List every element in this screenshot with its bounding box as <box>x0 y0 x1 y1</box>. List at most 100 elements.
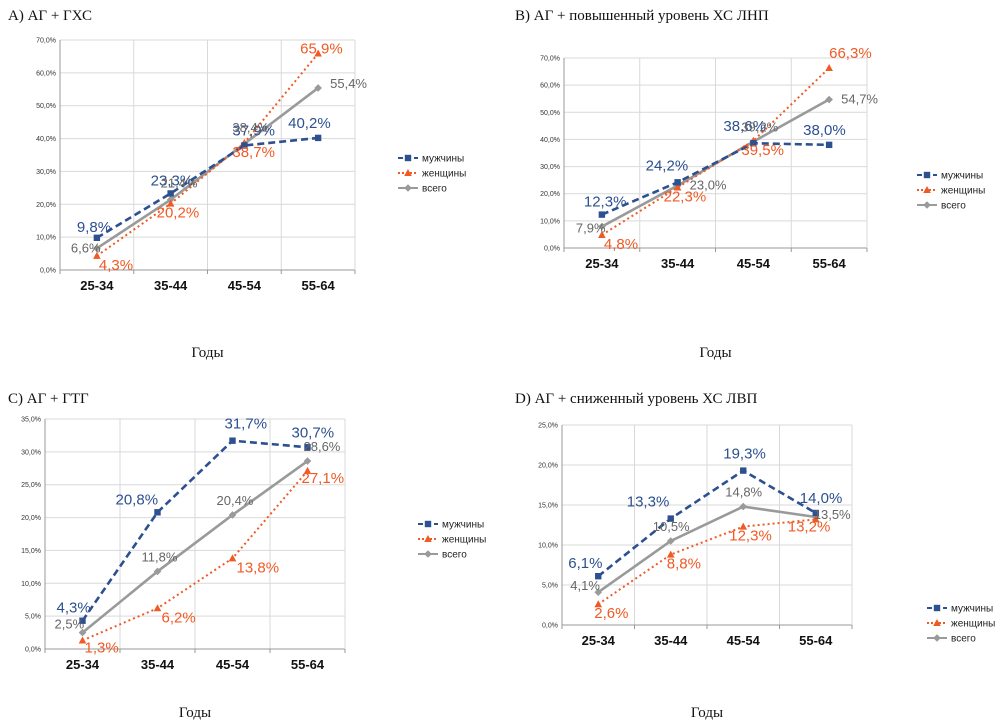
triangle-marker <box>923 186 931 193</box>
series-total-line <box>597 505 816 594</box>
square-marker <box>825 141 833 149</box>
x-tick-label: 35-44 <box>141 657 175 672</box>
y-tick-label: 50,0% <box>36 103 56 110</box>
square-marker <box>667 515 674 522</box>
data-label: 23,0% <box>690 178 727 193</box>
diamond-marker <box>404 184 412 192</box>
chart-panel-b: B) АГ + повышенный уровень ХС ЛНП 0,0% 10… <box>507 0 1007 362</box>
y-tick-label: 30,0% <box>540 164 560 171</box>
diamond-marker <box>933 634 941 642</box>
data-label: 40,2% <box>288 115 331 132</box>
data-label: 30,7% <box>292 424 335 441</box>
square-marker <box>812 509 819 517</box>
chart-title: D) АГ + сниженный уровень ХС ЛВП <box>515 391 758 407</box>
y-tick-label: 20,0% <box>21 515 41 522</box>
data-label: 31,7% <box>225 416 268 433</box>
y-tick-label: 25,0% <box>538 423 558 430</box>
y-tick-label: 50,0% <box>540 110 560 117</box>
data-label: 38,4% <box>232 120 269 135</box>
data-label: 24,2% <box>646 157 689 174</box>
square-marker <box>424 520 432 528</box>
chart-title: B) АГ + повышенный уровень ХС ЛНП <box>515 8 769 24</box>
data-label: 23,3% <box>151 172 194 189</box>
diamond-marker <box>78 628 87 637</box>
x-axis-label: Годы <box>699 345 731 361</box>
y-tick-label: 70,0% <box>540 56 560 63</box>
x-tick-label: 25-34 <box>66 657 100 672</box>
triangle-marker <box>598 230 606 238</box>
y-tick-label: 20,0% <box>540 191 560 198</box>
x-tick-label: 35-44 <box>154 278 188 293</box>
diamond-marker <box>594 588 603 596</box>
chart-a-svg: 0,0% 10,0% 20,0% 30,0% 40,0% 50,0% 60,0% 70,0% 2… <box>36 38 466 362</box>
square-marker <box>229 437 236 444</box>
legend-label: мужчины <box>422 154 464 165</box>
data-label: 20,8% <box>116 491 159 508</box>
square-marker <box>154 509 161 516</box>
data-label: 14,8% <box>725 485 762 500</box>
data-label: 39,5% <box>741 142 784 159</box>
data-label: 13,5% <box>814 507 851 522</box>
y-tick-label: 60,0% <box>36 70 56 77</box>
chart-panel-c: C) АГ + ГТГ 0,0% 5,0% 10,0% 15,0% 20,0% 25,0%… <box>0 385 500 722</box>
y-tick-label: 60,0% <box>540 83 560 90</box>
data-label: 14,0% <box>800 490 843 507</box>
x-tick-label: 25-34 <box>582 633 616 648</box>
diamond-marker <box>314 84 322 92</box>
triangle-marker <box>739 522 748 530</box>
y-tick-label: 25,0% <box>21 482 41 489</box>
triangle-marker <box>594 600 603 608</box>
y-tick-label: 0,0% <box>40 268 56 275</box>
series-women-line <box>601 67 830 236</box>
legend-label: всего <box>941 201 966 212</box>
legend: мужчины женщины всего <box>927 604 995 645</box>
x-tick-label: 35-44 <box>661 256 695 271</box>
square-marker <box>167 190 174 197</box>
legend: мужчины женщины всего <box>917 171 985 212</box>
x-tick-label: 25-34 <box>80 278 114 293</box>
data-label: 39,2% <box>741 120 778 135</box>
legend-label: всего <box>422 184 447 195</box>
data-label: 13,2% <box>788 518 831 535</box>
y-tick-label: 5,0% <box>25 614 41 621</box>
data-label: 9,8% <box>77 219 111 236</box>
y-tick-label: 15,0% <box>21 548 41 555</box>
y-tick-label: 20,0% <box>538 463 558 470</box>
square-marker <box>933 604 941 612</box>
data-label: 6,1% <box>568 555 602 572</box>
gridlines <box>564 57 867 249</box>
data-label: 19,3% <box>723 446 766 463</box>
triangle-marker <box>153 604 162 612</box>
square-marker <box>598 211 606 218</box>
legend-label: всего <box>442 550 467 561</box>
legend-label: всего <box>951 634 976 645</box>
data-label: 38,7% <box>232 144 275 161</box>
data-label: 4,3% <box>57 600 91 617</box>
data-label: 28,6% <box>304 439 341 454</box>
x-axis-label: Годы <box>191 345 223 361</box>
data-label: 2,6% <box>594 605 628 622</box>
x-tick-label: 45-54 <box>727 633 761 648</box>
data-label: 4,8% <box>604 236 638 253</box>
y-tick-label: 40,0% <box>36 136 56 143</box>
triangle-marker <box>303 466 312 474</box>
data-label: 2,5% <box>55 617 85 632</box>
y-tick-label: 35,0% <box>21 417 41 424</box>
data-label: 38,0% <box>803 122 846 139</box>
square-marker <box>923 171 931 179</box>
legend: мужчины женщины всего <box>418 520 486 561</box>
y-tick-label: 0,0% <box>25 647 41 654</box>
triangle-marker <box>93 251 101 259</box>
data-label: 55,4% <box>330 76 367 91</box>
data-label: 22,3% <box>664 188 707 205</box>
x-tick-label: 55-64 <box>291 657 325 672</box>
series-women-line <box>597 518 816 606</box>
legend-label: мужчины <box>941 171 983 182</box>
data-label: 4,3% <box>99 257 133 274</box>
square-marker <box>314 134 322 142</box>
legend-label: женщины <box>422 169 466 180</box>
data-label: 27,1% <box>302 470 345 487</box>
triangle-marker <box>811 515 820 523</box>
y-tick-label: 20,0% <box>36 202 56 209</box>
legend-label: женщины <box>442 535 486 546</box>
